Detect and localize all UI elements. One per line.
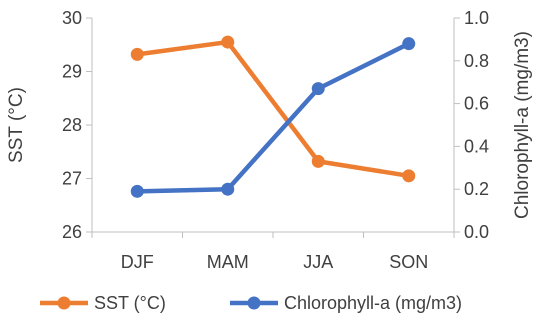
right-tick-label: 0.2 <box>464 179 489 199</box>
x-tick-label: MAM <box>207 252 249 272</box>
left-axis-title: SST (°C) <box>6 87 27 163</box>
left-tick-label: 29 <box>62 62 82 82</box>
right-tick-label: 0.0 <box>464 222 489 242</box>
sst-legend-label: SST (°C) <box>94 293 166 313</box>
chlorophyll-series-line <box>135 41 411 194</box>
left-tick-label: 30 <box>62 8 82 28</box>
chlorophyll-data-point <box>311 82 325 96</box>
right-tick-label: 1.0 <box>464 8 489 28</box>
axis-labels: 26 27 28 29 30 0.0 0.2 0.4 0.6 0.8 1.0 DJF MAM JJA SON… <box>6 8 533 272</box>
chlorophyll-data-point <box>402 37 416 51</box>
x-tick-label: JJA <box>303 252 333 272</box>
chlorophyll-data-point <box>221 182 235 196</box>
x-tick-label: SON <box>389 252 428 272</box>
series-layer <box>130 35 416 198</box>
chlorophyll-legend-label: Chlorophyll-a (mg/m3) <box>284 293 462 313</box>
sst-legend-marker <box>57 296 71 310</box>
axes <box>86 17 460 238</box>
x-tick-label: DJF <box>121 252 154 272</box>
sst-data-point <box>311 154 325 168</box>
chlorophyll-legend-marker <box>247 296 261 310</box>
left-tick-label: 28 <box>62 115 82 135</box>
sst-series-line <box>135 39 411 179</box>
right-tick-label: 0.8 <box>464 51 489 71</box>
left-tick-label: 27 <box>62 169 82 189</box>
legend: SST (°C) Chlorophyll-a (mg/m3) <box>40 293 462 313</box>
right-tick-label: 0.4 <box>464 136 489 156</box>
sst-data-point <box>130 47 144 61</box>
chlorophyll-data-point <box>130 184 144 198</box>
sst-data-point <box>221 35 235 49</box>
sst-data-point <box>402 169 416 183</box>
left-tick-label: 26 <box>62 222 82 242</box>
right-axis-title: Chlorophyll-a (mg/m3) <box>512 31 533 219</box>
right-tick-label: 0.6 <box>464 94 489 114</box>
